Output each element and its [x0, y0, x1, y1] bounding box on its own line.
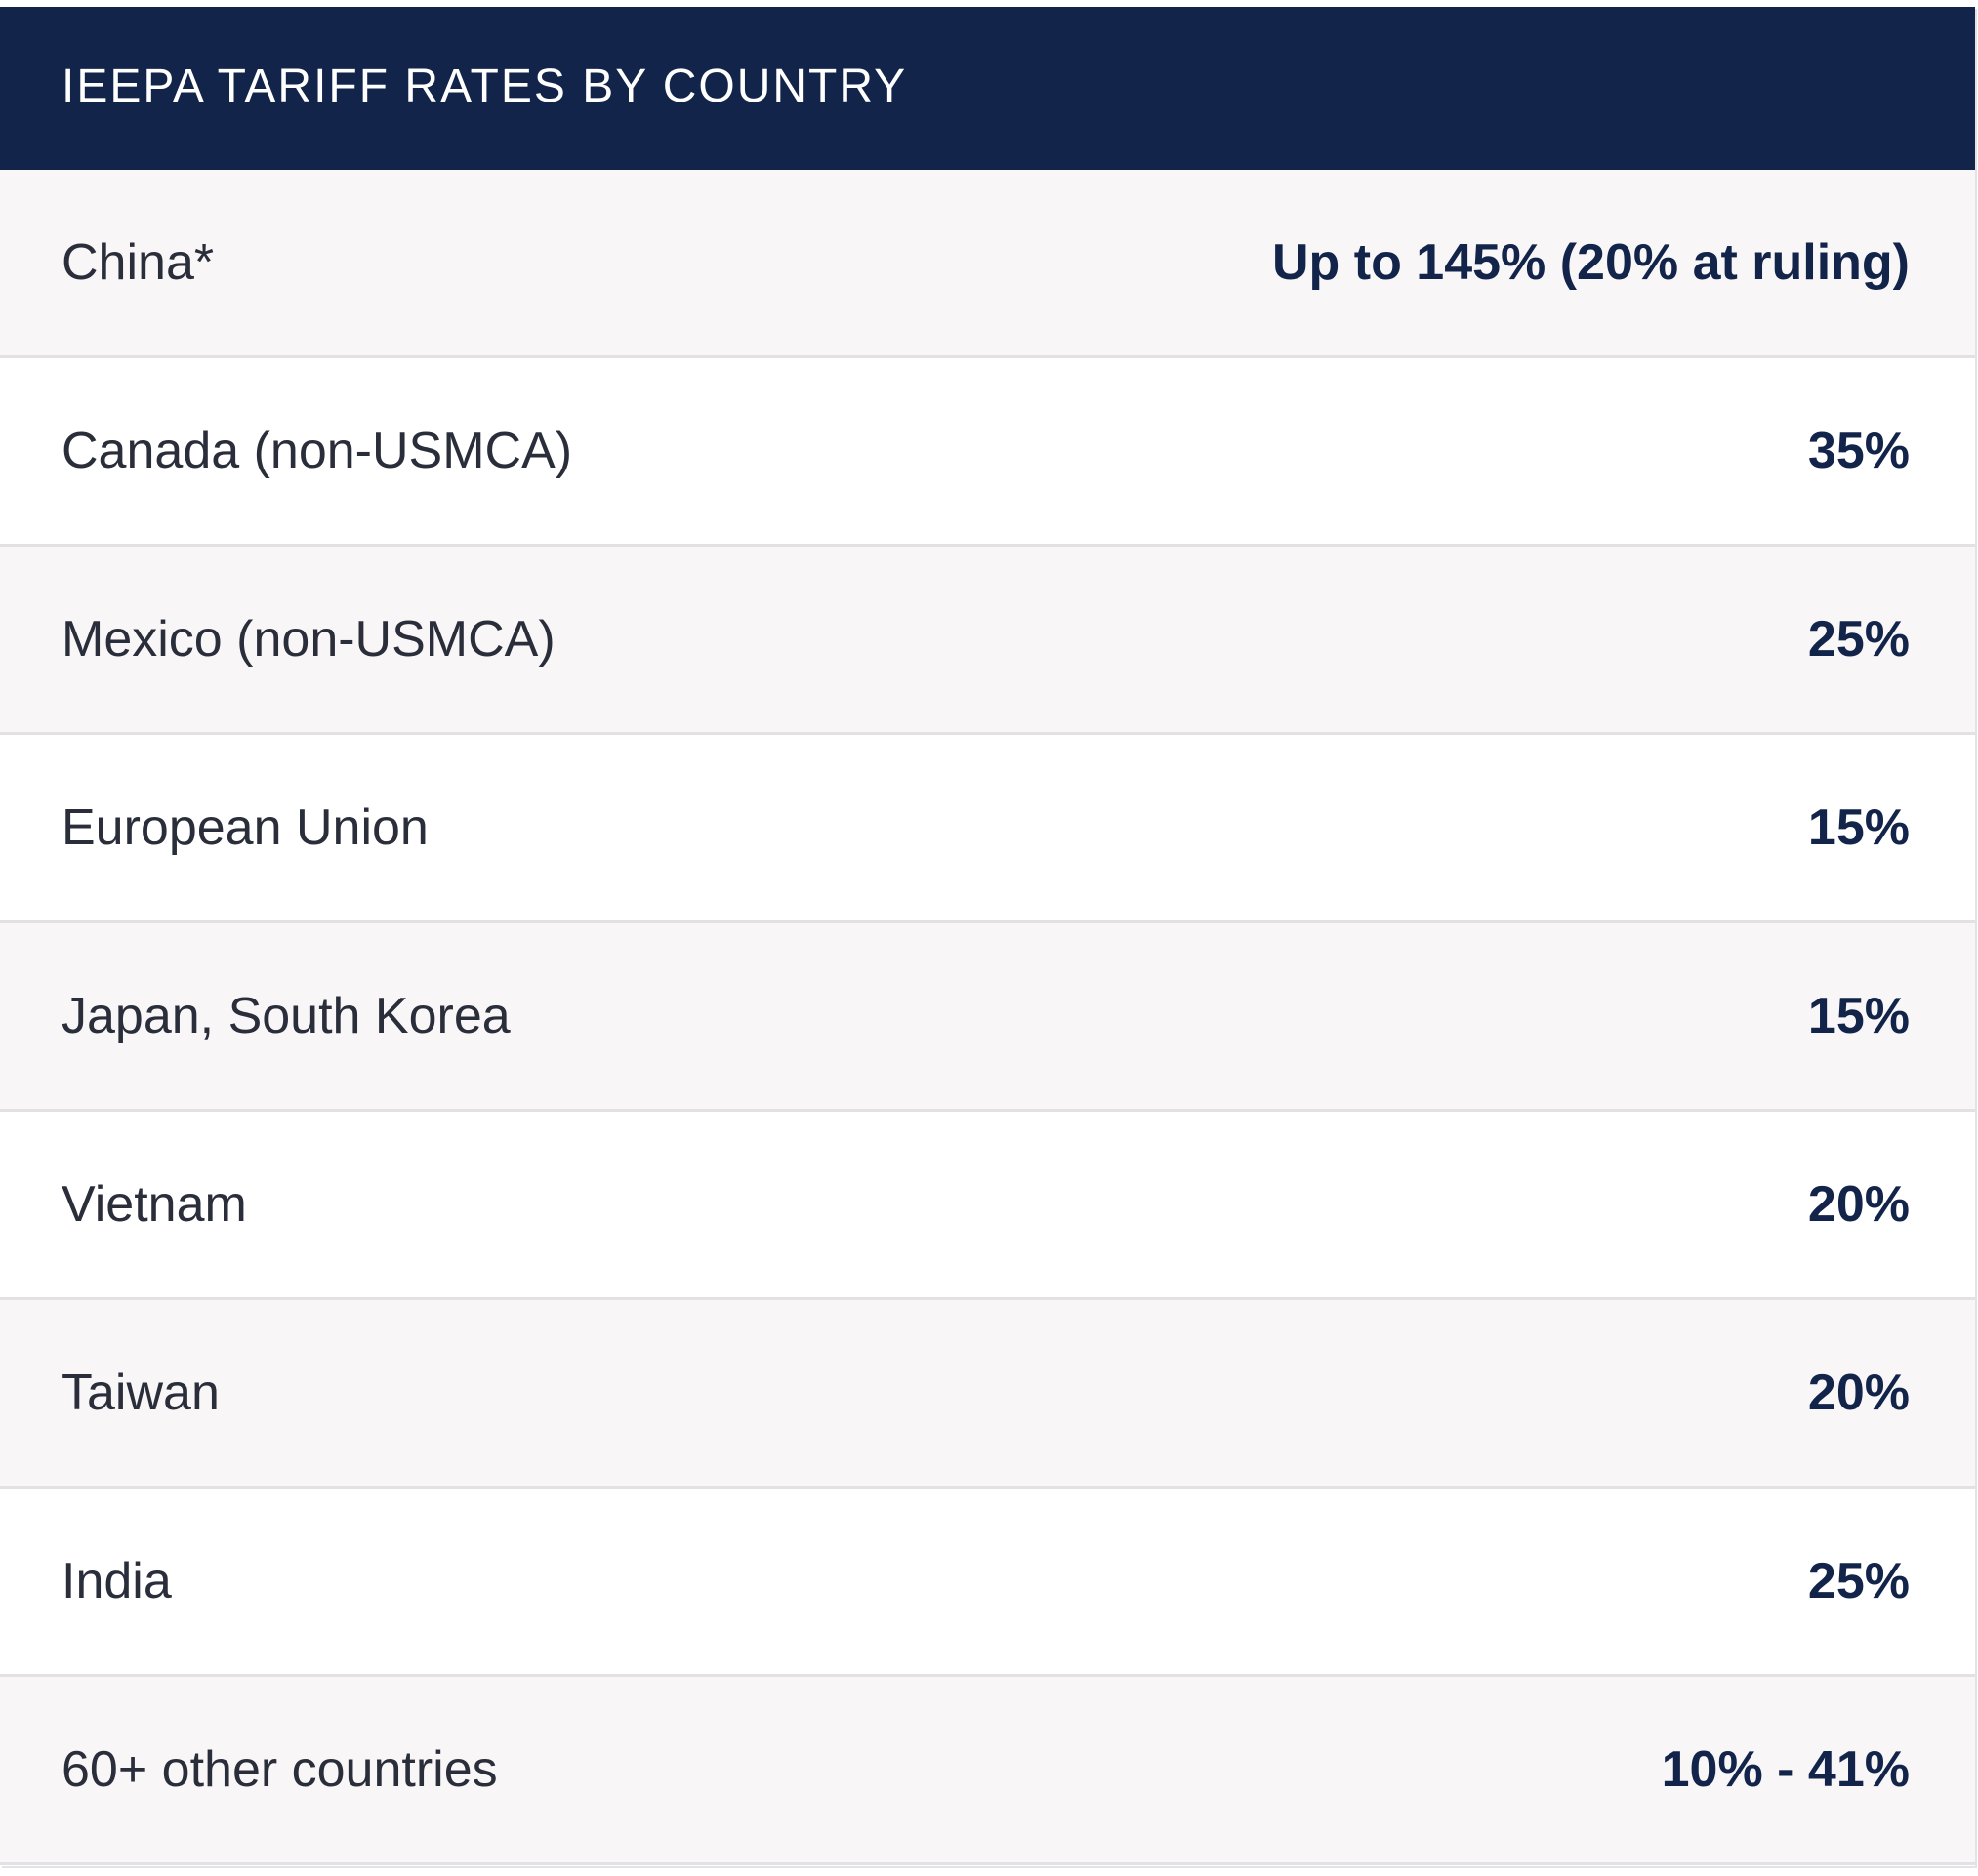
- tariff-rate: 15%: [1807, 799, 1910, 856]
- table-row-canada: Canada (non-USMCA) 35%: [0, 358, 1975, 547]
- tariff-rate: 15%: [1807, 988, 1910, 1044]
- tariff-rate: 25%: [1807, 611, 1910, 668]
- country-label: India: [62, 1553, 172, 1610]
- tariff-rates-table: IEEPA TARIFF RATES BY COUNTRY China* Up …: [0, 7, 1975, 1866]
- table-row-india: India 25%: [0, 1489, 1975, 1677]
- tariff-rate: 10% - 41%: [1661, 1741, 1910, 1798]
- table-row-mexico: Mexico (non-USMCA) 25%: [0, 547, 1975, 735]
- table-row-other-countries: 60+ other countries 10% - 41%: [0, 1677, 1975, 1865]
- table-row-european-union: European Union 15%: [0, 735, 1975, 923]
- country-label: 60+ other countries: [62, 1741, 498, 1798]
- country-label: Mexico (non-USMCA): [62, 611, 556, 668]
- country-label: Taiwan: [62, 1365, 220, 1421]
- table-header: IEEPA TARIFF RATES BY COUNTRY: [0, 7, 1975, 170]
- country-label: China*: [62, 234, 215, 291]
- table-row-china: China* Up to 145% (20% at ruling): [0, 170, 1975, 358]
- tariff-rate: 35%: [1807, 423, 1910, 479]
- table-row-taiwan: Taiwan 20%: [0, 1300, 1975, 1489]
- table-body: China* Up to 145% (20% at ruling) Canada…: [0, 170, 1975, 1865]
- table-title: IEEPA TARIFF RATES BY COUNTRY: [62, 61, 908, 112]
- tariff-rate: 20%: [1807, 1176, 1910, 1233]
- table-row-vietnam: Vietnam 20%: [0, 1112, 1975, 1300]
- country-label: Japan, South Korea: [62, 988, 511, 1044]
- country-label: Canada (non-USMCA): [62, 423, 573, 479]
- tariff-rate: 20%: [1807, 1365, 1910, 1421]
- country-label: Vietnam: [62, 1176, 247, 1233]
- tariff-rate: Up to 145% (20% at ruling): [1272, 234, 1910, 291]
- tariff-rate: 25%: [1807, 1553, 1910, 1610]
- table-row-japan-south-korea: Japan, South Korea 15%: [0, 923, 1975, 1112]
- country-label: European Union: [62, 799, 429, 856]
